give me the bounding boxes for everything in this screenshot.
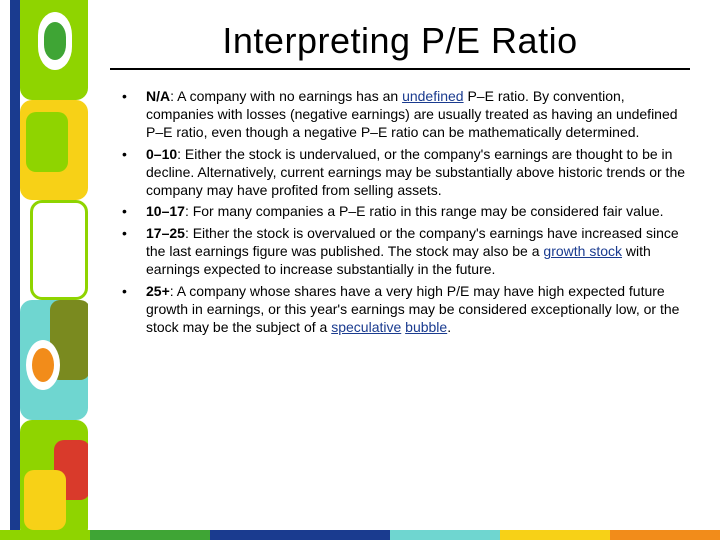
footer-seg [0, 530, 90, 540]
bullet-lead: 17–25 [146, 225, 185, 241]
blue-band [10, 0, 20, 540]
footer-seg [500, 530, 610, 540]
slide-content: Interpreting P/E Ratio N/A: A company wi… [100, 0, 710, 361]
bullet-item: 17–25: Either the stock is overvalued or… [118, 225, 690, 279]
footer-seg [610, 530, 720, 540]
footer-seg [390, 530, 500, 540]
bullet-list: N/A: A company with no earnings has an u… [110, 88, 690, 337]
bullet-item: 25+: A company whose shares have a very … [118, 283, 690, 337]
bullet-lead: 25+ [146, 283, 170, 299]
bullet-lead: N/A [146, 88, 170, 104]
bullet-lead: 10–17 [146, 203, 185, 219]
link-undefined[interactable]: undefined [402, 88, 464, 104]
link-growth-stock[interactable]: growth stock [543, 243, 622, 259]
sidebar-decoration [20, 0, 88, 540]
bullet-text: : Either the stock is undervalued, or th… [146, 146, 685, 198]
slide-title: Interpreting P/E Ratio [110, 20, 690, 62]
bullet-lead: 0–10 [146, 146, 177, 162]
footer-accent-bar [0, 530, 720, 540]
title-underline [110, 68, 690, 70]
bullet-text: . [447, 319, 451, 335]
slide-sidebar [0, 0, 88, 540]
bullet-item: 0–10: Either the stock is undervalued, o… [118, 146, 690, 200]
link-speculative[interactable]: speculative [331, 319, 401, 335]
bullet-item: N/A: A company with no earnings has an u… [118, 88, 690, 142]
bullet-text: : A company with no earnings has an [170, 88, 402, 104]
link-bubble[interactable]: bubble [405, 319, 447, 335]
bullet-item: 10–17: For many companies a P–E ratio in… [118, 203, 690, 221]
footer-seg [90, 530, 210, 540]
bullet-text: : For many companies a P–E ratio in this… [185, 203, 664, 219]
footer-seg [210, 530, 390, 540]
